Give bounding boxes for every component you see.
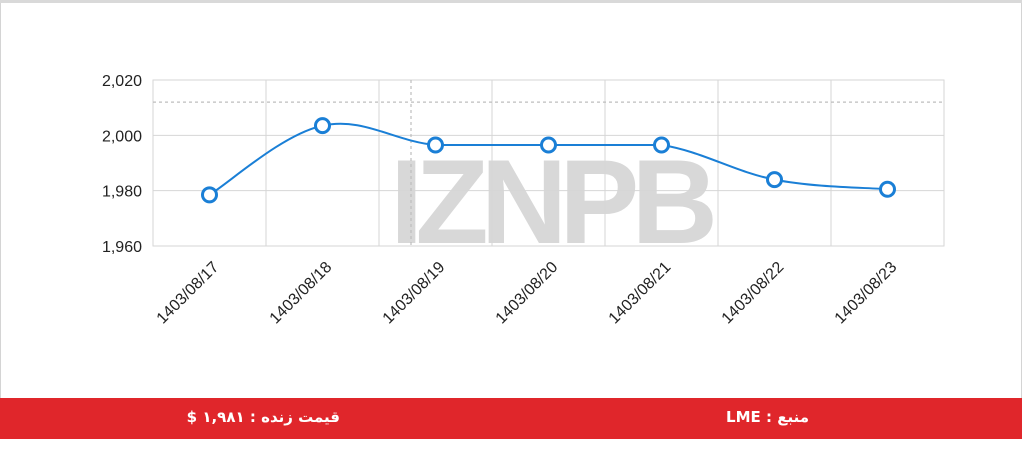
top-rule bbox=[0, 0, 1022, 3]
data-point bbox=[314, 117, 331, 135]
chart-grid bbox=[152, 79, 945, 247]
x-axis-ticks: 1403/08/17 1403/08/18 1403/08/19 1403/08/20… bbox=[154, 259, 901, 328]
data-point bbox=[653, 136, 670, 154]
bottom-band bbox=[0, 439, 1022, 455]
y-tick-label: 1,960 bbox=[102, 239, 142, 256]
x-tick-label: 1403/08/22 bbox=[719, 259, 788, 328]
x-tick-label: 1403/08/18 bbox=[267, 259, 336, 328]
y-tick-label: 2,020 bbox=[102, 73, 142, 90]
y-tick-label: 1,980 bbox=[102, 184, 142, 201]
x-tick-label: 1403/08/21 bbox=[606, 259, 675, 328]
data-point bbox=[879, 180, 896, 198]
data-point bbox=[427, 136, 444, 154]
x-tick-label: 1403/08/19 bbox=[380, 259, 449, 328]
x-tick-label: 1403/08/23 bbox=[832, 259, 901, 328]
data-point bbox=[766, 171, 783, 189]
data-point bbox=[201, 186, 218, 204]
series-points bbox=[201, 117, 896, 204]
x-tick-label: 1403/08/20 bbox=[493, 259, 562, 328]
source-label: منبع : LME bbox=[726, 408, 809, 426]
y-tick-label: 2,000 bbox=[102, 128, 142, 145]
data-point bbox=[540, 136, 557, 154]
footer-bar: قیمت زنده : ۱,۹۸۱ $ منبع : LME bbox=[0, 398, 1022, 439]
x-tick-label: 1403/08/17 bbox=[154, 259, 223, 328]
watermark-logo: IZNPB bbox=[390, 135, 721, 269]
y-axis-ticks: 2,020 2,000 1,980 1,960 bbox=[102, 73, 142, 256]
live-price-label: قیمت زنده : ۱,۹۸۱ $ bbox=[186, 408, 340, 426]
watermark-text: IZNPB bbox=[390, 135, 713, 269]
